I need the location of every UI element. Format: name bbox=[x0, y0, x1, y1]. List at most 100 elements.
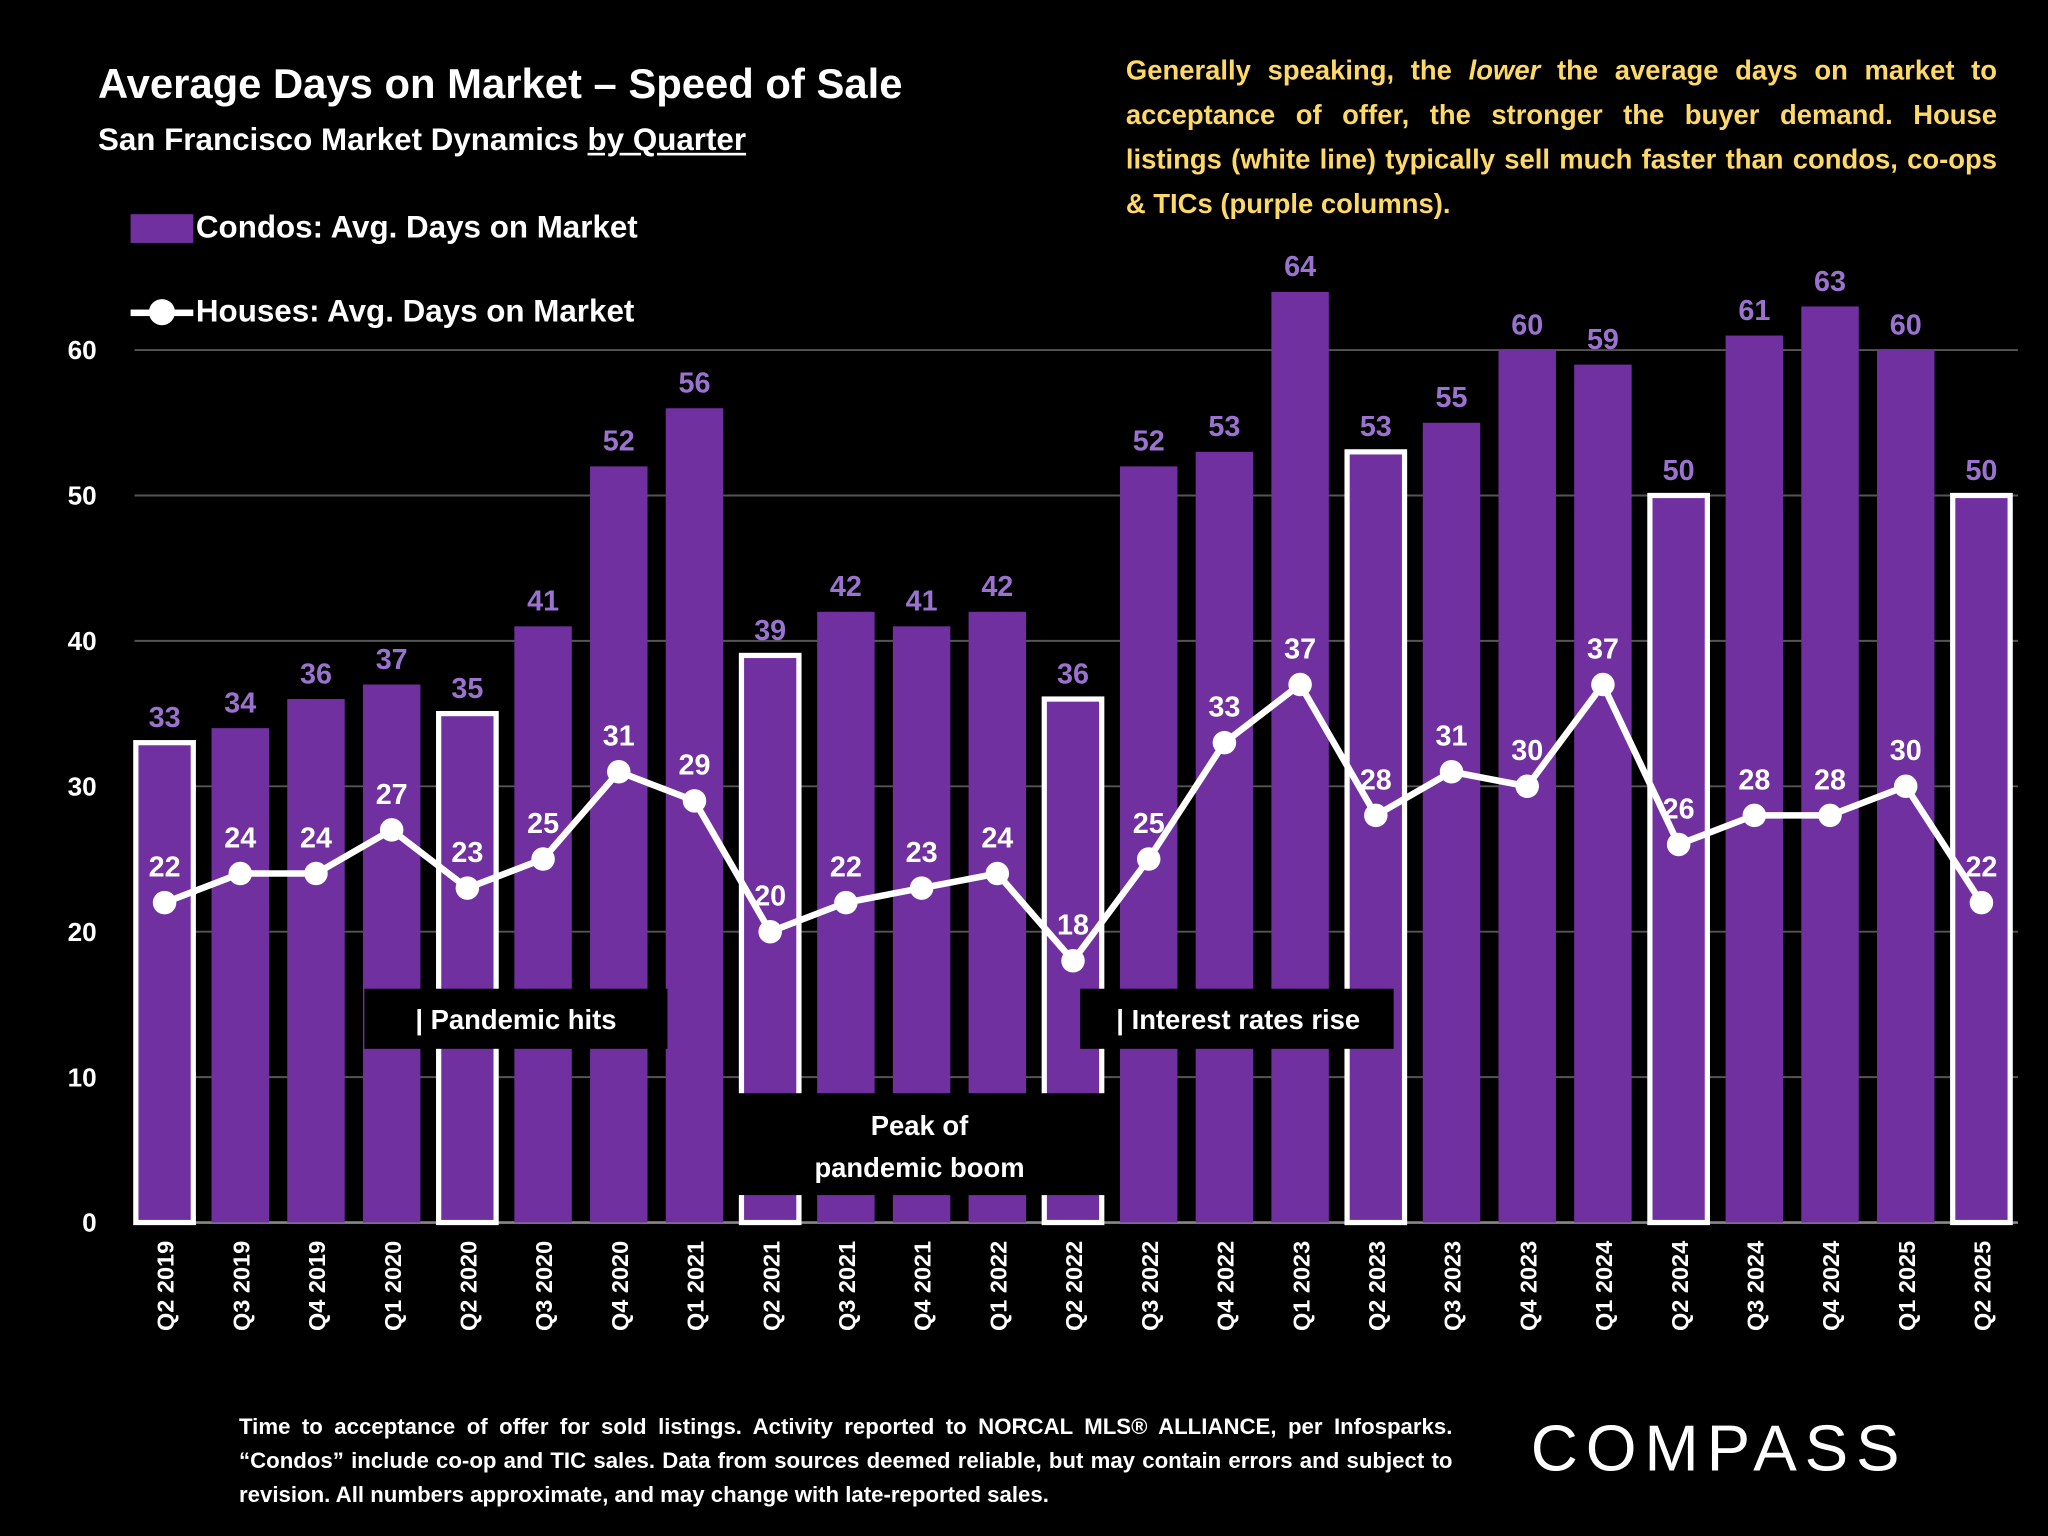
condo-bar bbox=[514, 626, 572, 1223]
condo-data-label: 42 bbox=[981, 571, 1013, 603]
house-data-point bbox=[1061, 949, 1085, 973]
legend-label: Condos: Avg. Days on Market bbox=[195, 210, 638, 246]
x-tick-label: Q2 2021 bbox=[758, 1241, 784, 1331]
house-data-point bbox=[985, 861, 1010, 886]
condo-data-label: 36 bbox=[300, 658, 332, 690]
condo-bar bbox=[1195, 451, 1254, 1223]
condo-data-label: 37 bbox=[376, 644, 408, 676]
condo-bar bbox=[362, 684, 421, 1223]
annotation-text: | Pandemic hits bbox=[415, 1004, 616, 1035]
house-data-point bbox=[834, 890, 858, 915]
condo-bar bbox=[133, 740, 196, 1226]
house-data-point bbox=[152, 890, 177, 915]
house-data-point bbox=[1969, 890, 1994, 915]
house-data-point bbox=[1288, 672, 1312, 697]
bar-swatch-icon bbox=[130, 214, 194, 243]
condo-bar bbox=[1801, 306, 1859, 1223]
house-data-point bbox=[1893, 774, 1918, 799]
annotation-box bbox=[364, 988, 668, 1049]
compass-logo: COMPASS bbox=[1530, 1411, 1908, 1486]
x-tick-label: Q4 2019 bbox=[304, 1241, 330, 1331]
house-data-label: 24 bbox=[224, 822, 256, 854]
condo-bar bbox=[1574, 364, 1632, 1223]
house-data-point bbox=[1515, 774, 1539, 799]
house-data-point bbox=[758, 919, 782, 944]
house-data-label: 37 bbox=[1587, 633, 1619, 665]
x-tick-label: Q4 2023 bbox=[1515, 1241, 1541, 1331]
house-data-point bbox=[304, 861, 328, 886]
legend-label: Houses: Avg. Days on Market bbox=[195, 293, 635, 330]
house-data-point bbox=[1136, 847, 1161, 871]
condo-data-label: 42 bbox=[830, 571, 862, 603]
condo-data-label: 36 bbox=[1057, 658, 1089, 690]
condo-bar bbox=[1422, 422, 1481, 1223]
condo-data-label: 56 bbox=[679, 368, 711, 400]
x-tick-label: Q4 2024 bbox=[1818, 1241, 1844, 1331]
y-tick-label: 20 bbox=[68, 917, 97, 947]
condo-data-label: 41 bbox=[906, 586, 938, 618]
house-data-label: 22 bbox=[1965, 852, 1997, 884]
house-data-point bbox=[379, 818, 404, 842]
x-tick-label: Q2 2019 bbox=[153, 1241, 179, 1331]
line-marker-icon bbox=[130, 298, 194, 327]
house-data-label: 20 bbox=[754, 881, 786, 913]
house-data-label: 26 bbox=[1663, 793, 1695, 825]
house-data-label: 22 bbox=[149, 852, 181, 884]
y-tick-label: 60 bbox=[68, 335, 97, 365]
condo-data-label: 60 bbox=[1890, 309, 1922, 341]
condo-data-label: 60 bbox=[1511, 309, 1543, 341]
note-text-2: the average days on market to acceptance… bbox=[1125, 56, 1998, 220]
condo-bar bbox=[665, 408, 724, 1223]
house-data-point bbox=[455, 876, 480, 900]
condo-data-label: 41 bbox=[527, 586, 559, 618]
condo-data-label: 64 bbox=[1284, 251, 1316, 283]
house-data-point bbox=[1742, 803, 1767, 828]
x-tick-label: Q3 2021 bbox=[834, 1241, 860, 1331]
annotation-box bbox=[727, 1093, 1117, 1196]
house-data-point bbox=[607, 760, 631, 784]
condo-data-label: 39 bbox=[754, 615, 786, 647]
house-data-label: 24 bbox=[300, 822, 332, 854]
chart-title: Average Days on Market – Speed of Sale bbox=[97, 60, 903, 108]
house-data-label: 27 bbox=[376, 779, 408, 811]
x-tick-label: Q4 2021 bbox=[910, 1241, 936, 1331]
house-data-label: 23 bbox=[906, 837, 938, 869]
house-data-point bbox=[228, 861, 253, 886]
house-data-label: 23 bbox=[451, 837, 483, 869]
condo-data-label: 59 bbox=[1587, 324, 1619, 356]
y-tick-label: 10 bbox=[68, 1062, 97, 1092]
house-data-label: 25 bbox=[527, 808, 559, 840]
condo-data-label: 52 bbox=[603, 426, 635, 458]
condo-bar bbox=[1271, 291, 1329, 1223]
x-tick-label: Q3 2022 bbox=[1137, 1241, 1163, 1331]
condo-bar bbox=[1647, 492, 1710, 1226]
x-tick-label: Q3 2023 bbox=[1440, 1241, 1466, 1331]
condo-data-label: 61 bbox=[1738, 295, 1770, 327]
house-data-label: 25 bbox=[1133, 808, 1165, 840]
annotation-text: pandemic boom bbox=[814, 1152, 1024, 1183]
house-data-label: 24 bbox=[981, 822, 1013, 854]
house-data-point bbox=[1818, 803, 1842, 828]
legend-condos: Condos: Avg. Days on Market bbox=[130, 210, 638, 247]
x-tick-label: Q1 2023 bbox=[1288, 1241, 1314, 1331]
explanatory-note: Generally speaking, the lower the averag… bbox=[1126, 50, 1997, 228]
condo-data-label: 53 bbox=[1208, 411, 1240, 443]
house-data-label: 37 bbox=[1284, 633, 1316, 665]
chart-subtitle: San Francisco Market Dynamics by Quarter bbox=[98, 123, 746, 160]
annotation-text: Peak of bbox=[871, 1110, 969, 1141]
x-tick-label: Q4 2022 bbox=[1213, 1241, 1239, 1331]
house-data-point bbox=[1364, 803, 1388, 828]
x-tick-label: Q2 2025 bbox=[1970, 1241, 1996, 1331]
condo-bar bbox=[1344, 449, 1408, 1226]
house-data-point bbox=[1666, 832, 1691, 857]
condo-data-label: 50 bbox=[1965, 455, 1997, 487]
condo-bar bbox=[1725, 335, 1784, 1223]
subtitle-text: San Francisco Market Dynamics bbox=[97, 122, 588, 159]
condo-data-label: 34 bbox=[224, 687, 256, 719]
note-emphasis: lower bbox=[1468, 56, 1541, 87]
house-data-label: 33 bbox=[1208, 692, 1240, 724]
house-data-point bbox=[531, 847, 555, 871]
condo-data-label: 35 bbox=[451, 673, 483, 705]
house-data-label: 18 bbox=[1057, 910, 1089, 942]
